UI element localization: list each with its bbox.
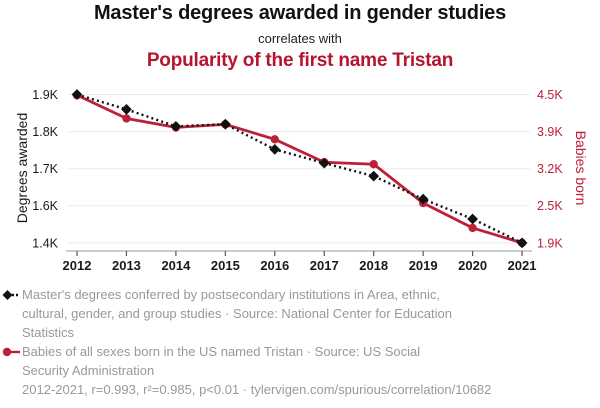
babies-series-marker-icon <box>2 347 20 357</box>
legend-line: Babies of all sexes born in the US named… <box>22 344 421 359</box>
stats-footer: 2012-2021, r=0.993, r²=0.985, p<0.01 · t… <box>22 382 492 397</box>
series-line-circle <box>76 93 523 245</box>
x-tick-label: 2015 <box>211 258 240 273</box>
legend-item-babies: Babies of all sexes born in the US named… <box>2 342 578 380</box>
diamond-marker <box>219 118 231 130</box>
x-tick-label: 2017 <box>310 258 339 273</box>
right-tick-label: 2.5K <box>537 199 563 213</box>
legend-line: Security Administration <box>22 363 155 378</box>
left-tick-label: 1.9K <box>32 88 58 102</box>
chart-subtitle: Popularity of the first name Tristan <box>146 50 454 71</box>
x-tick-label: 2016 <box>260 258 289 273</box>
x-tick-label: 2018 <box>359 258 388 273</box>
x-tick-label: 2014 <box>161 258 191 273</box>
diamond-marker <box>516 237 528 249</box>
legend-label-degrees: Master's degrees conferred by postsecond… <box>22 285 578 342</box>
diamond-marker <box>269 144 281 155</box>
diamond-marker <box>71 89 83 100</box>
degrees-series-marker-icon <box>2 290 20 300</box>
right-tick-label: 1.9K <box>537 236 563 250</box>
left-tick-label: 1.6K <box>32 199 58 213</box>
diamond-marker <box>170 121 182 132</box>
left-tick-label: 1.4K <box>32 236 58 250</box>
legend: Master's degrees conferred by postsecond… <box>2 285 578 399</box>
circle-marker <box>369 159 378 169</box>
diamond-marker <box>368 170 380 182</box>
correlates-with-text: correlates with <box>258 31 342 46</box>
diamond-marker <box>121 103 132 115</box>
circle-marker <box>270 135 279 144</box>
left-tick-label: 1.8K <box>32 125 58 139</box>
circle-marker <box>468 223 477 233</box>
x-tick-label: 2012 <box>63 258 92 273</box>
diamond-marker <box>318 157 330 169</box>
diamond-marker <box>417 193 429 205</box>
right-tick-label: 3.2K <box>537 162 563 176</box>
diamond-marker <box>467 213 478 225</box>
chart-title: Master's degrees awarded in gender studi… <box>93 2 507 24</box>
legend-line: Statistics <box>22 325 75 340</box>
legend-item-degrees: Master's degrees conferred by postsecond… <box>2 285 578 342</box>
legend-line: cultural, gender, and group studies · So… <box>22 306 452 321</box>
x-tick-label: 2019 <box>409 258 438 273</box>
legend-line: Master's degrees conferred by postsecond… <box>22 287 440 302</box>
right-tick-label: 4.5K <box>537 88 563 102</box>
chart-header: Master's degrees awarded in gender studi… <box>0 0 600 71</box>
right-tick-label: 3.9K <box>537 125 563 139</box>
series-line-diamond <box>76 93 523 244</box>
chart-canvas: 1.9K 1.8K 1.7K 1.6K 1.4K 4.5K 3.9K 3.2K 2.5K 1.9K… <box>32 88 563 273</box>
left-tick-label: 1.7K <box>32 162 58 176</box>
circle-marker <box>122 114 131 123</box>
x-tick-label: 2020 <box>458 258 487 273</box>
legend-label-babies: Babies of all sexes born in the US named… <box>22 342 578 380</box>
x-tick-label: 2021 <box>508 258 537 273</box>
x-tick-label: 2013 <box>112 258 141 273</box>
plot-area: Degrees awarded Babies born 1.9K 1.8K 1.7K… <box>0 85 600 275</box>
